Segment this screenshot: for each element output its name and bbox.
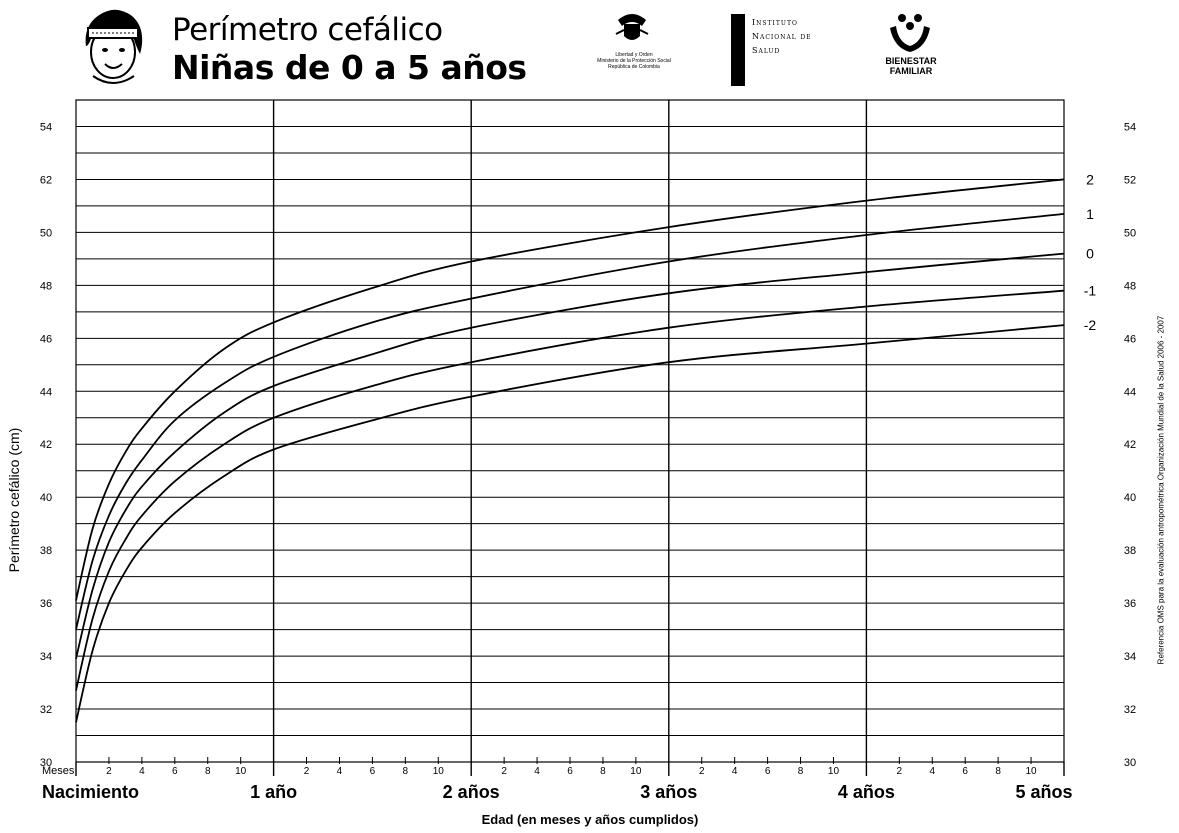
month-tick-label: 2 [106,766,112,777]
y-tick-label-right: 30 [1124,757,1136,769]
month-tick-label: 8 [995,766,1001,777]
month-tick-label: 6 [765,766,771,777]
z-score-curve-2 [75,178,1065,601]
z-score-curve-0 [75,252,1065,659]
y-tick-label-right: 38 [1124,545,1136,557]
month-tick-label: 10 [235,766,247,777]
month-tick-label: 4 [337,766,343,777]
z-score-curve--2 [75,324,1065,723]
month-tick-label: 4 [534,766,540,777]
y-tick-label-left: 34 [40,651,52,663]
ins-name-line: Salud [752,46,781,55]
y-tick-label-left: 36 [40,598,52,610]
year-label: 5 años [1015,782,1072,802]
month-tick-label: 10 [433,766,445,777]
month-tick-label: 8 [798,766,804,777]
chart-title-line2: Niñas de 0 a 5 años [172,48,527,87]
girl-face-icon [85,9,143,84]
bienestar-name: BIENESTAR FAMILIAR [880,56,942,76]
y-tick-label-left: 40 [40,492,52,504]
chart-header: Perímetro cefálico Niñas de 0 a 5 años L… [0,0,1179,100]
seal-caption-line: Ministerio de la Protección Social [597,58,671,64]
month-tick-label: 8 [403,766,409,777]
seal-caption-line: Libertad y Orden [615,52,653,58]
y-tick-label-right: 54 [1124,121,1136,133]
month-tick-label: 6 [172,766,178,777]
month-tick-label: 8 [205,766,211,777]
bienestar-name-line: FAMILIAR [889,66,933,76]
y-tick-label-right: 50 [1124,227,1136,239]
y-tick-label-left: 42 [40,439,52,451]
curve-label: -2 [1084,317,1097,333]
year-label: 2 años [443,782,500,802]
y-tick-label-left: 32 [40,704,52,716]
seal-caption: Libertad y Orden Ministerio de la Protec… [588,52,680,70]
curve-label: -1 [1084,283,1097,299]
ins-name-line: Instituto [752,18,798,27]
month-tick-label: 2 [501,766,507,777]
month-tick-label: 6 [962,766,968,777]
curve-label: 2 [1086,171,1094,187]
year-label: Nacimiento [42,782,139,802]
y-tick-label-right: 32 [1124,704,1136,716]
y-tick-label-right: 34 [1124,651,1136,663]
month-tick-label: 2 [897,766,903,777]
month-tick-label: 10 [630,766,642,777]
month-tick-label: 6 [370,766,376,777]
chart-title-line1: Perímetro cefálico [172,12,443,48]
y-tick-label-left: 46 [40,333,52,345]
month-tick-label: 10 [1026,766,1038,777]
month-tick-label: 4 [139,766,145,777]
y-tick-label-right: 48 [1124,280,1136,292]
y-tick-label-left: 38 [40,545,52,557]
y-tick-label-right: 44 [1124,386,1136,398]
ins-name-line: Nacional de [752,32,812,41]
ins-name: Instituto Nacional de Salud [752,16,812,58]
y-tick-label-right: 42 [1124,439,1136,451]
months-label: Meses [42,765,75,777]
y-tick-label-right: 36 [1124,598,1136,610]
month-tick-label: 4 [929,766,935,777]
month-tick-label: 4 [732,766,738,777]
curve-label: 1 [1086,206,1094,222]
coat-of-arms-icon [615,14,649,40]
y-tick-label-right: 46 [1124,333,1136,345]
y-tick-label-left: 44 [40,386,52,398]
month-tick-label: 10 [828,766,840,777]
x-axis-title: Edad (en meses y años cumplidos) [481,812,699,827]
month-tick-label: 2 [304,766,310,777]
y-tick-label-left: 54 [40,121,52,133]
seal-caption-line: República de Colombia [608,64,660,70]
y-tick-label-left: 48 [40,280,52,292]
y-tick-label-left: 30 [40,757,52,769]
year-label: 4 años [838,782,895,802]
z-score-curve--1 [75,289,1065,691]
month-tick-label: 2 [699,766,705,777]
month-tick-label: 8 [600,766,606,777]
year-label: 3 años [640,782,697,802]
y-tick-label-left: 50 [40,227,52,239]
y-tick-label-right: 40 [1124,492,1136,504]
z-score-curve-1 [75,213,1065,630]
bienestar-hands-icon [890,14,930,52]
side-reference: Referencia OMS para la evaluación antrop… [1156,315,1166,665]
curve-label: 0 [1086,246,1094,262]
y-tick-label-right: 52 [1124,174,1136,186]
month-tick-label: 6 [567,766,573,777]
year-label: 1 año [250,782,297,802]
plot-frame [75,99,1065,763]
ins-logo-icon [731,14,745,86]
bienestar-name-line: BIENESTAR [885,56,937,66]
y-tick-label-left: 62 [40,174,52,186]
